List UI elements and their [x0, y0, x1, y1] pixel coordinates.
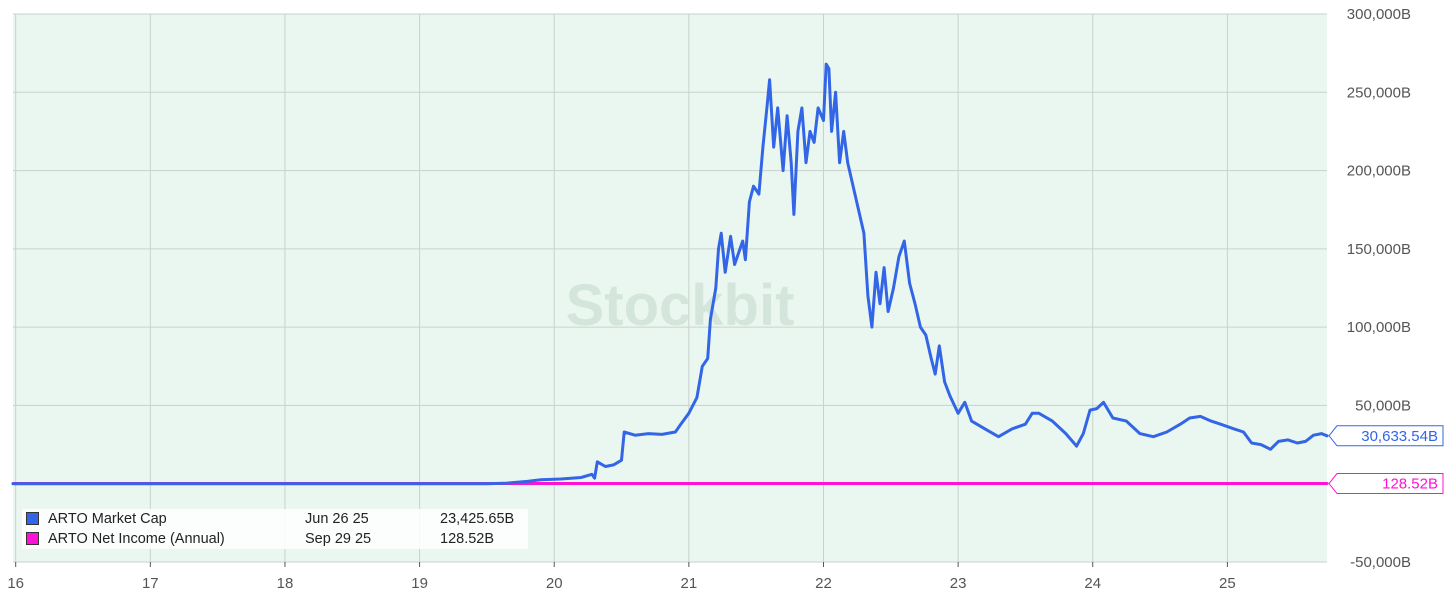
last-value-tag-0: 30,633.54B	[1328, 425, 1444, 447]
last-value-label: 30,633.54B	[1361, 428, 1438, 445]
series-lines	[11, 62, 1329, 486]
last-value-tag-box	[1328, 425, 1444, 447]
legend-series-date: Jun 26 25	[305, 511, 369, 527]
last-value-tag-box	[1328, 473, 1444, 495]
x-tick-label: 22	[815, 575, 832, 592]
x-tick-label: 17	[142, 575, 159, 592]
y-tick-label: 150,000B	[1347, 241, 1411, 258]
x-tick-label: 19	[411, 575, 428, 592]
last-value-labels: 30,633.54B 128.52B	[1328, 425, 1444, 495]
stockbit-watermark: Stockbit	[566, 273, 795, 338]
y-tick-label: -50,000B	[1350, 554, 1411, 571]
x-tick-label: 16	[7, 575, 24, 592]
plot-background	[13, 14, 1327, 562]
legend-swatch-market-cap	[26, 512, 39, 525]
x-tick-label: 20	[546, 575, 563, 592]
y-tick-label: 250,000B	[1347, 84, 1411, 101]
series-line-0	[11, 62, 1329, 486]
legend-swatch-net-income	[26, 532, 39, 545]
x-tick-label: 25	[1219, 575, 1236, 592]
x-tick-label: 24	[1084, 575, 1101, 592]
x-axis-ticks: 16 17 18 19 20 21 22 23 24 25	[7, 562, 1236, 592]
legend-series-value: 128.52B	[440, 531, 495, 547]
y-tick-label: 50,000B	[1355, 397, 1411, 414]
y-tick-label: 100,000B	[1347, 319, 1411, 336]
x-tick-label: 18	[277, 575, 294, 592]
last-value-tag-1: 128.52B	[1328, 473, 1444, 495]
legend-series-name: ARTO Net Income (Annual)	[48, 531, 225, 547]
legend-series-value: 23,425.65B	[440, 511, 515, 527]
legend: ARTO Market Cap Jun 26 25 23,425.65B ART…	[22, 509, 528, 549]
watermark-text: Stockbit	[566, 273, 795, 338]
legend-series-date: Sep 29 25	[305, 531, 372, 547]
legend-series-name: ARTO Market Cap	[48, 511, 167, 527]
last-value-label: 128.52B	[1382, 476, 1438, 493]
y-axis-ticks: 300,000B 250,000B 200,000B 150,000B 100,000B…	[1347, 6, 1411, 571]
x-tick-label: 21	[681, 575, 698, 592]
y-tick-label: 300,000B	[1347, 6, 1411, 23]
x-tick-label: 23	[950, 575, 967, 592]
y-tick-label: 200,000B	[1347, 163, 1411, 180]
